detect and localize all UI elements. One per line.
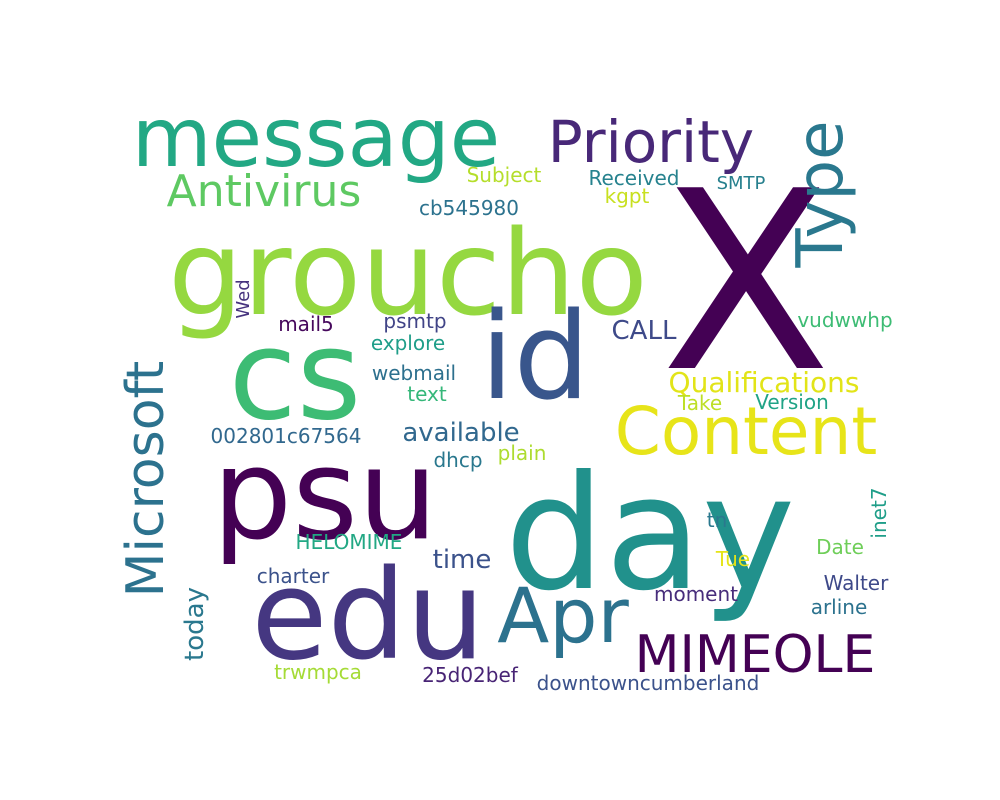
word-edu: edu: [251, 544, 485, 688]
word-available: available: [402, 418, 519, 448]
word-received: Received: [589, 166, 680, 190]
word-moment: moment: [654, 582, 738, 606]
word-subject: Subject: [467, 163, 542, 187]
word-helomime: HELOMIME: [296, 530, 403, 554]
word-explore: explore: [371, 331, 445, 355]
word-x: X: [661, 139, 831, 427]
word-mimeole: MIMEOLE: [635, 625, 876, 685]
word-text: text: [407, 382, 447, 406]
word-qualifications: Qualifications: [669, 366, 860, 399]
word-date: Date: [816, 535, 864, 559]
word-25d02bef: 25d02bef: [422, 663, 519, 687]
word-inet7: inet7: [867, 487, 891, 538]
word-day: day: [505, 442, 796, 626]
word-groucho: groucho: [168, 204, 648, 342]
word-dhcp: dhcp: [433, 448, 482, 472]
word-kgpt: kgpt: [605, 184, 650, 208]
word-webmail: webmail: [372, 361, 456, 385]
word-smtp: SMTP: [717, 173, 766, 194]
word-antivirus: Antivirus: [167, 166, 362, 217]
word-tue: Tue: [715, 547, 750, 571]
word-today: today: [180, 587, 210, 661]
word-002801c67564: 002801c67564: [211, 424, 362, 448]
word-tn: tn: [707, 508, 728, 532]
word-psmtp: psmtp: [383, 309, 446, 333]
word-time: time: [433, 545, 492, 575]
word-type: Type: [784, 121, 858, 269]
word-microsoft: Microsoft: [116, 361, 176, 598]
word-walter: Walter: [824, 571, 889, 595]
word-cs: cs: [229, 304, 362, 448]
word-vudwwhp: vudwwhp: [797, 308, 892, 332]
word-version: Version: [755, 390, 829, 414]
word-cb545980: cb545980: [419, 196, 519, 220]
word-priority: Priority: [548, 108, 754, 176]
word-downtowncumberland: downtowncumberland: [537, 671, 760, 695]
word-psu: psu: [212, 421, 437, 568]
word-trwmpca: trwmpca: [274, 660, 362, 684]
word-call: CALL: [612, 316, 677, 346]
word-message: message: [132, 91, 501, 186]
word-charter: charter: [257, 564, 330, 588]
word-mail5: mail5: [278, 312, 334, 336]
word-apr: Apr: [497, 571, 629, 660]
word-id: id: [480, 288, 590, 427]
word-wed: Wed: [233, 279, 254, 318]
word-take: Take: [677, 391, 722, 415]
word-plain: plain: [498, 441, 547, 465]
word-content: Content: [615, 393, 878, 470]
word-arline: arline: [811, 595, 868, 619]
